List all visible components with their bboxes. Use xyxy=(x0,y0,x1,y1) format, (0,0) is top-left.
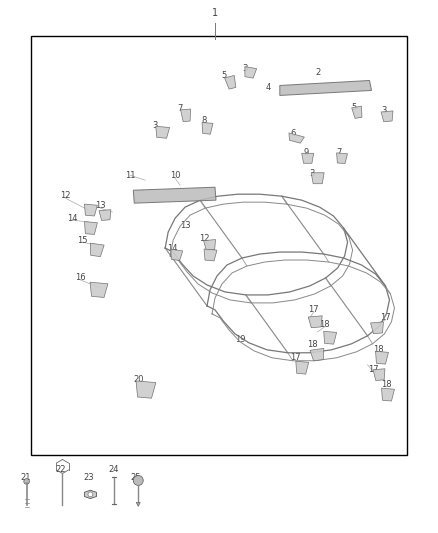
Polygon shape xyxy=(204,239,215,251)
Circle shape xyxy=(88,492,93,497)
Text: 3: 3 xyxy=(309,169,314,177)
Text: 17: 17 xyxy=(290,353,301,362)
Polygon shape xyxy=(85,222,97,235)
Text: 13: 13 xyxy=(180,221,191,230)
Polygon shape xyxy=(99,209,111,221)
Polygon shape xyxy=(136,503,140,506)
Polygon shape xyxy=(180,109,191,122)
Polygon shape xyxy=(336,153,347,164)
Polygon shape xyxy=(245,67,257,78)
Text: 5: 5 xyxy=(351,103,356,112)
Text: 11: 11 xyxy=(125,171,135,180)
Text: 6: 6 xyxy=(290,129,296,138)
Polygon shape xyxy=(280,80,371,95)
Text: 13: 13 xyxy=(95,200,106,209)
Polygon shape xyxy=(373,369,385,381)
Polygon shape xyxy=(85,204,97,216)
Polygon shape xyxy=(289,133,304,143)
Polygon shape xyxy=(225,75,236,89)
Polygon shape xyxy=(133,187,216,203)
Text: 7: 7 xyxy=(177,104,183,113)
Polygon shape xyxy=(308,316,322,328)
Polygon shape xyxy=(171,249,183,261)
Text: 18: 18 xyxy=(381,380,392,389)
Text: 18: 18 xyxy=(319,320,330,329)
Text: 14: 14 xyxy=(167,244,177,253)
Polygon shape xyxy=(302,154,314,163)
Polygon shape xyxy=(90,282,108,297)
Text: 15: 15 xyxy=(77,236,88,245)
Text: 19: 19 xyxy=(235,335,245,344)
Polygon shape xyxy=(296,361,309,374)
Text: 12: 12 xyxy=(199,233,209,243)
Polygon shape xyxy=(371,322,384,334)
Polygon shape xyxy=(136,381,156,398)
Text: 20: 20 xyxy=(133,375,144,384)
Text: 23: 23 xyxy=(83,473,94,482)
Text: 7: 7 xyxy=(336,148,341,157)
Text: 3: 3 xyxy=(152,121,158,130)
Text: 17: 17 xyxy=(368,365,379,374)
Polygon shape xyxy=(352,106,362,118)
Text: 3: 3 xyxy=(382,106,387,115)
Text: 9: 9 xyxy=(303,148,308,157)
Circle shape xyxy=(24,479,29,484)
Polygon shape xyxy=(155,126,170,138)
Text: 1: 1 xyxy=(212,7,218,18)
Text: 17: 17 xyxy=(380,313,391,322)
Text: 18: 18 xyxy=(373,345,384,354)
Text: 24: 24 xyxy=(108,465,119,474)
Text: 5: 5 xyxy=(221,71,226,80)
Circle shape xyxy=(133,475,143,486)
Text: 4: 4 xyxy=(265,83,271,92)
Text: 3: 3 xyxy=(242,64,247,73)
Polygon shape xyxy=(375,351,389,364)
Text: 18: 18 xyxy=(307,340,318,349)
Text: 10: 10 xyxy=(170,171,180,180)
Polygon shape xyxy=(311,173,324,184)
Polygon shape xyxy=(324,332,337,344)
Text: 14: 14 xyxy=(67,214,78,223)
Polygon shape xyxy=(202,123,213,134)
Text: 8: 8 xyxy=(201,116,207,125)
Text: 21: 21 xyxy=(20,473,31,482)
Bar xyxy=(31,36,407,455)
Polygon shape xyxy=(90,243,104,257)
Text: 22: 22 xyxy=(55,465,66,474)
Text: 16: 16 xyxy=(75,273,86,282)
Polygon shape xyxy=(310,349,324,361)
Polygon shape xyxy=(381,111,393,122)
Polygon shape xyxy=(381,388,395,401)
Text: 2: 2 xyxy=(315,68,320,77)
Polygon shape xyxy=(85,490,96,498)
Text: 17: 17 xyxy=(308,305,319,314)
Text: 25: 25 xyxy=(130,473,141,482)
Polygon shape xyxy=(204,249,217,261)
Text: 12: 12 xyxy=(60,191,71,200)
